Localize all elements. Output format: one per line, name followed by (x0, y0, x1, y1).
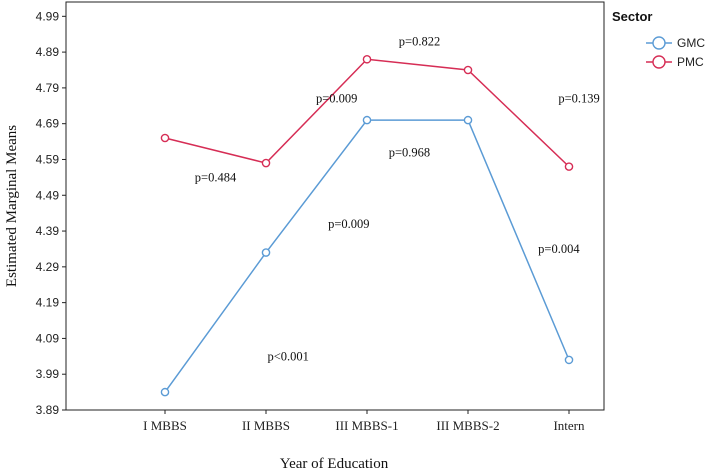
annotations-group: p=0.484 p=0.009 p=0.822 p=0.139 p=0.968 p=0.0… (195, 34, 600, 363)
y-tick-label: 3.89 (36, 403, 60, 417)
data-point-pmc (463, 65, 473, 75)
x-tick-label: III MBBS-1 (335, 418, 398, 433)
data-point-gmc (160, 387, 170, 397)
y-axis: 3.89 3.99 4.09 4.19 4.29 4.39 4.49 4.59 4.69 4.79… (36, 9, 66, 417)
data-point-gmc (463, 115, 473, 125)
data-point-pmc (160, 133, 170, 143)
data-point-gmc (362, 115, 372, 125)
y-tick-label: 4.19 (36, 296, 60, 310)
p-value-label: p=0.968 (389, 145, 430, 159)
plot-frame (65, 1, 605, 411)
data-point-gmc (564, 355, 574, 365)
x-axis-title: Year of Education (280, 456, 389, 472)
x-tick-label: III MBBS-2 (436, 418, 499, 433)
legend-label-gmc: GMC (677, 36, 705, 50)
p-value-label: p=0.822 (399, 34, 440, 48)
series-line-pmc (164, 58, 570, 168)
y-tick-label: 3.99 (36, 367, 60, 381)
p-value-label: p=0.004 (538, 242, 580, 256)
legend-marker-gmc (652, 36, 666, 50)
p-value-label: p=0.009 (328, 217, 369, 231)
data-point-pmc (261, 158, 271, 168)
p-value-label: p=0.484 (195, 170, 237, 184)
p-value-label: p<0.001 (268, 349, 309, 363)
p-value-label: p=0.139 (558, 92, 599, 106)
legend: Sector GMC PMC (612, 9, 705, 69)
data-point-gmc (261, 248, 271, 257)
x-tick-label: Intern (553, 418, 585, 433)
y-axis-title: Estimated Marginal Means (4, 125, 20, 287)
x-tick-label: II MBBS (242, 418, 290, 433)
data-point-pmc (362, 54, 372, 64)
y-tick-label: 4.89 (36, 45, 60, 59)
y-tick-label: 4.99 (36, 9, 60, 23)
y-tick-label: 4.49 (36, 188, 60, 202)
legend-marker-pmc (652, 55, 666, 69)
y-tick-label: 4.59 (36, 152, 60, 166)
data-point-pmc (564, 162, 574, 171)
x-tick-label: I MBBS (143, 418, 187, 433)
p-value-label: p=0.009 (316, 92, 357, 106)
y-tick-label: 4.29 (36, 260, 60, 274)
y-tick-label: 4.09 (36, 331, 60, 345)
series-group (160, 54, 574, 397)
legend-title: Sector (612, 9, 652, 24)
legend-label-pmc: PMC (677, 55, 704, 69)
y-tick-label: 4.39 (36, 224, 60, 238)
y-tick-label: 4.79 (36, 81, 60, 95)
series-line-gmc (164, 119, 570, 393)
x-axis: I MBBS II MBBS III MBBS-1 III MBBS-2 Intern (143, 410, 585, 433)
y-tick-label: 4.69 (36, 117, 60, 131)
